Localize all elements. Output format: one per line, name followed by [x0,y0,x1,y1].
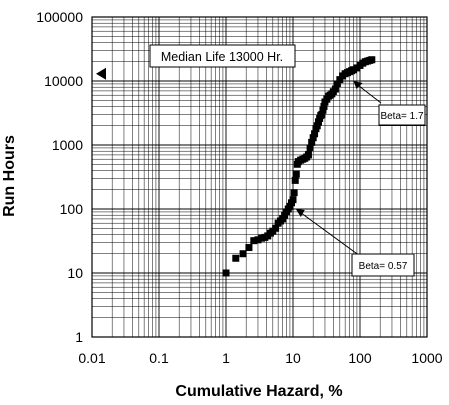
beta-0-57-arrowhead [295,209,305,217]
data-point [245,244,253,252]
data-point [290,189,298,197]
grid [91,17,427,338]
data-point [313,122,321,130]
data-point [279,215,287,223]
x-tick-label: 0.01 [78,350,105,366]
data-point [319,106,327,114]
beta-1-7-box [378,104,426,126]
y-tick-label: 1 [75,329,83,345]
beta-1-7-arrowhead [353,81,363,89]
data-point [309,134,317,142]
data-point [336,76,344,84]
beta-1-7-label: Beta= 1.7 [380,111,424,122]
data-point [304,151,312,159]
beta-0-57-leader [299,211,361,257]
x-tick-label: 100 [348,350,372,366]
y-tick-label: 10000 [44,73,83,89]
x-tick-label: 1 [222,350,230,366]
x-tick-label: 1000 [411,350,442,366]
data-point [368,56,376,64]
data-point [292,170,300,178]
beta-0-57-box [351,253,415,277]
y-tick-label: 100 [60,201,84,217]
data-point [306,144,314,152]
data-point [291,176,299,184]
data-point [333,80,341,88]
y-axis-label: Run Hours [1,135,18,217]
x-tick-label: 0.1 [149,350,169,366]
x-tick-label: 10 [285,350,301,366]
y-tick-label: 10 [67,265,83,281]
data-point [308,138,316,146]
data-point [254,236,262,244]
data-point [289,196,297,204]
data-point [232,254,240,262]
annotations: Median Life 13000 Hr. Beta= 1.7 Beta= 0.57 [96,44,426,277]
data-point [250,237,258,245]
data-point [286,202,294,210]
median-life-arrow [96,67,106,80]
y-tick-label: 100000 [36,9,83,25]
data-point [222,269,230,277]
x-axis-label: Cumulative Hazard, % [175,383,342,400]
data-markers [222,56,376,277]
median-life-box [149,44,296,68]
data-point [320,102,328,110]
beta-1-7-leader [356,83,382,104]
data-point [311,130,319,138]
beta-0-57-label: Beta= 0.57 [359,261,408,272]
median-life-label: Median Life 13000 Hr. [161,50,283,64]
data-point [331,85,339,93]
y-tick-labels: 1 10 100 1000 10000 100000 [36,9,83,345]
x-tick-labels: 0.01 0.1 1 10 100 1000 [78,350,442,366]
y-tick-label: 1000 [52,137,83,153]
data-point [272,224,280,232]
plot-frame [91,16,428,338]
data-point [239,250,247,258]
data-point [318,110,326,118]
